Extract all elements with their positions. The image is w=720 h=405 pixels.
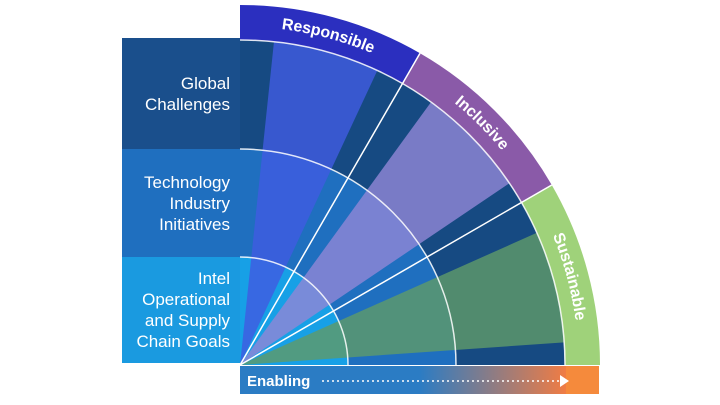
radial-divider-2 [239, 184, 553, 366]
enabling-arrow-head [560, 375, 569, 387]
radial-divider-1 [239, 52, 421, 366]
row-intel-operational-goals-label: Intel Operational and Supply Chain Goals [136, 269, 230, 351]
ring-divider-1 [239, 256, 349, 366]
row-intel-operational-goals: Intel Operational and Supply Chain Goals [122, 257, 240, 363]
pillar-wedge-inclusive [240, 102, 510, 366]
row-technology-industry-initiatives-label: Technology Industry Initiatives [143, 172, 230, 234]
pillar-wedge-responsible [240, 41, 378, 365]
row-technology-industry-initiatives: Technology Industry Initiatives [122, 149, 240, 257]
enabling-bar [240, 366, 566, 394]
row-global-challenges-label: Global Challenges [144, 73, 230, 114]
pillar-band-responsible [240, 5, 420, 84]
row-global-challenges: Global Challenges [122, 38, 240, 149]
ring-divider-2 [239, 148, 457, 366]
enabling-label: Enabling [247, 373, 310, 390]
ring-divider-3 [239, 39, 566, 366]
pillar-band-sustainable [521, 185, 600, 365]
pillar-band-inclusive [402, 53, 552, 203]
enabling-bar-end [566, 366, 599, 394]
pillar-wedge-sustainable [240, 232, 565, 365]
